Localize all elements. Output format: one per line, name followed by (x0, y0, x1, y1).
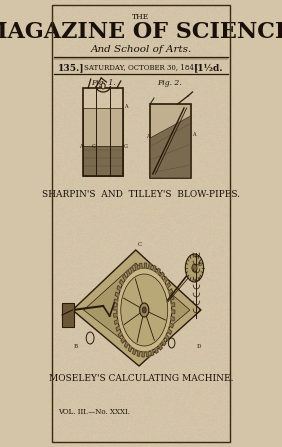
Polygon shape (153, 266, 156, 271)
Circle shape (142, 307, 146, 313)
Text: B: B (74, 344, 78, 349)
Polygon shape (118, 332, 122, 337)
Polygon shape (169, 323, 173, 328)
Text: MAGAZINE OF SCIENCE,: MAGAZINE OF SCIENCE, (0, 21, 282, 43)
Polygon shape (171, 310, 175, 314)
Polygon shape (117, 286, 121, 291)
Polygon shape (149, 264, 151, 269)
Polygon shape (114, 306, 117, 310)
Polygon shape (160, 272, 164, 278)
Polygon shape (151, 350, 154, 356)
Polygon shape (83, 263, 190, 353)
Polygon shape (126, 270, 130, 276)
Polygon shape (146, 351, 149, 357)
Polygon shape (114, 313, 117, 317)
Text: VOL. III.—No. XXXI.: VOL. III.—No. XXXI. (58, 408, 130, 416)
Polygon shape (72, 250, 201, 366)
Polygon shape (116, 326, 120, 331)
Text: Fig. 2.: Fig. 2. (157, 79, 182, 87)
Text: Fig. 1.: Fig. 1. (91, 79, 116, 87)
Polygon shape (83, 146, 124, 176)
Polygon shape (123, 274, 126, 280)
Text: A: A (146, 134, 150, 139)
Text: G: G (124, 144, 128, 149)
Polygon shape (137, 351, 140, 356)
Polygon shape (114, 320, 118, 325)
Text: MOSELEY'S CALCULATING MACHINE.: MOSELEY'S CALCULATING MACHINE. (49, 374, 233, 383)
Polygon shape (144, 263, 147, 268)
Text: And School of Arts.: And School of Arts. (90, 45, 192, 54)
Polygon shape (171, 316, 175, 321)
Polygon shape (140, 263, 142, 269)
Polygon shape (128, 346, 132, 352)
Circle shape (140, 303, 149, 317)
Circle shape (185, 254, 204, 282)
Polygon shape (135, 264, 138, 270)
Polygon shape (155, 347, 158, 354)
Polygon shape (114, 299, 118, 304)
Text: SATURDAY, OCTOBER 30, 1841: SATURDAY, OCTOBER 30, 1841 (84, 63, 198, 71)
Text: A: A (124, 104, 127, 109)
Text: THE: THE (132, 13, 150, 21)
Polygon shape (120, 279, 124, 285)
Polygon shape (168, 329, 171, 334)
Text: D: D (197, 344, 201, 349)
Polygon shape (121, 337, 125, 343)
Text: A: A (79, 144, 83, 149)
Polygon shape (158, 344, 162, 350)
Text: [1½d.: [1½d. (194, 63, 224, 72)
Bar (62, 303, 74, 327)
Polygon shape (171, 303, 175, 307)
Circle shape (192, 264, 197, 272)
Polygon shape (165, 335, 169, 341)
Text: C: C (138, 242, 142, 247)
Polygon shape (115, 292, 119, 297)
Polygon shape (169, 289, 173, 294)
Polygon shape (142, 352, 144, 357)
Polygon shape (83, 108, 124, 146)
Polygon shape (150, 116, 191, 178)
Circle shape (117, 268, 172, 352)
Text: SHARPIN'S  AND  TILLEY'S  BLOW-PIPES.: SHARPIN'S AND TILLEY'S BLOW-PIPES. (42, 190, 240, 199)
Text: C: C (91, 144, 95, 149)
Polygon shape (162, 340, 166, 346)
Polygon shape (150, 104, 191, 178)
Polygon shape (130, 266, 134, 273)
Circle shape (101, 83, 105, 89)
Circle shape (121, 274, 168, 346)
Polygon shape (133, 349, 136, 355)
Polygon shape (164, 277, 168, 283)
Polygon shape (124, 342, 128, 348)
Text: 135.]: 135.] (58, 63, 85, 72)
Polygon shape (170, 295, 174, 300)
Polygon shape (166, 283, 170, 288)
Text: E: E (198, 262, 202, 267)
Text: A: A (192, 132, 195, 137)
Polygon shape (157, 268, 160, 274)
